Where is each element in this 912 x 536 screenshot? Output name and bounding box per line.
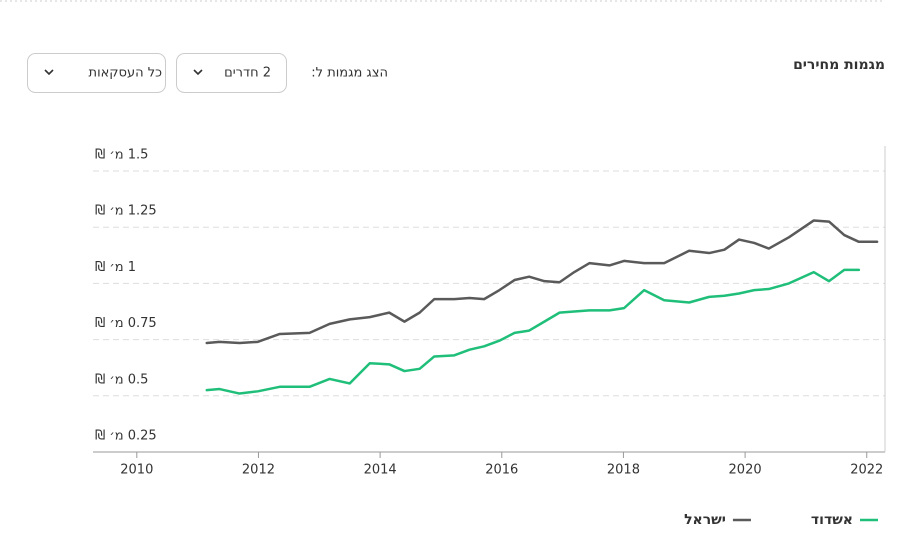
- y-tick-label: 0.75 מ׳ ₪: [95, 316, 157, 331]
- section-title: מגמות מחירים: [793, 57, 885, 73]
- x-tick-label: 2020: [729, 463, 762, 478]
- y-tick-label: 0.25 מ׳ ₪: [95, 429, 157, 444]
- y-tick-label: 1.25 מ׳ ₪: [95, 204, 157, 219]
- x-tick-label: 2016: [485, 463, 518, 478]
- x-tick-label: 2022: [850, 463, 883, 478]
- rooms-dropdown-text: 2 חדרים: [224, 66, 271, 81]
- series-line: [205, 268, 861, 395]
- x-tick-label: 2014: [364, 463, 397, 478]
- legend-label: ישראל: [684, 512, 726, 528]
- chevron: [193, 69, 203, 76]
- legend-label: אשדוד: [811, 512, 853, 528]
- deals-dropdown-text: כל העסקאות: [89, 66, 163, 81]
- filter-label: הצג מגמות ל:: [311, 66, 388, 81]
- y-tick-label: 1.5 מ׳ ₪: [95, 148, 148, 163]
- chevron: [44, 69, 54, 76]
- x-tick-label: 2012: [242, 463, 275, 478]
- y-tick-label: 1 מ׳ ₪: [95, 260, 136, 275]
- deals-dropdown[interactable]: [27, 53, 166, 93]
- y-tick-label: 0.5 מ׳ ₪: [95, 372, 148, 387]
- series-line: [205, 219, 879, 345]
- rooms-dropdown[interactable]: [176, 53, 287, 93]
- x-tick-label: 2010: [120, 463, 153, 478]
- x-tick-label: 2018: [607, 463, 640, 478]
